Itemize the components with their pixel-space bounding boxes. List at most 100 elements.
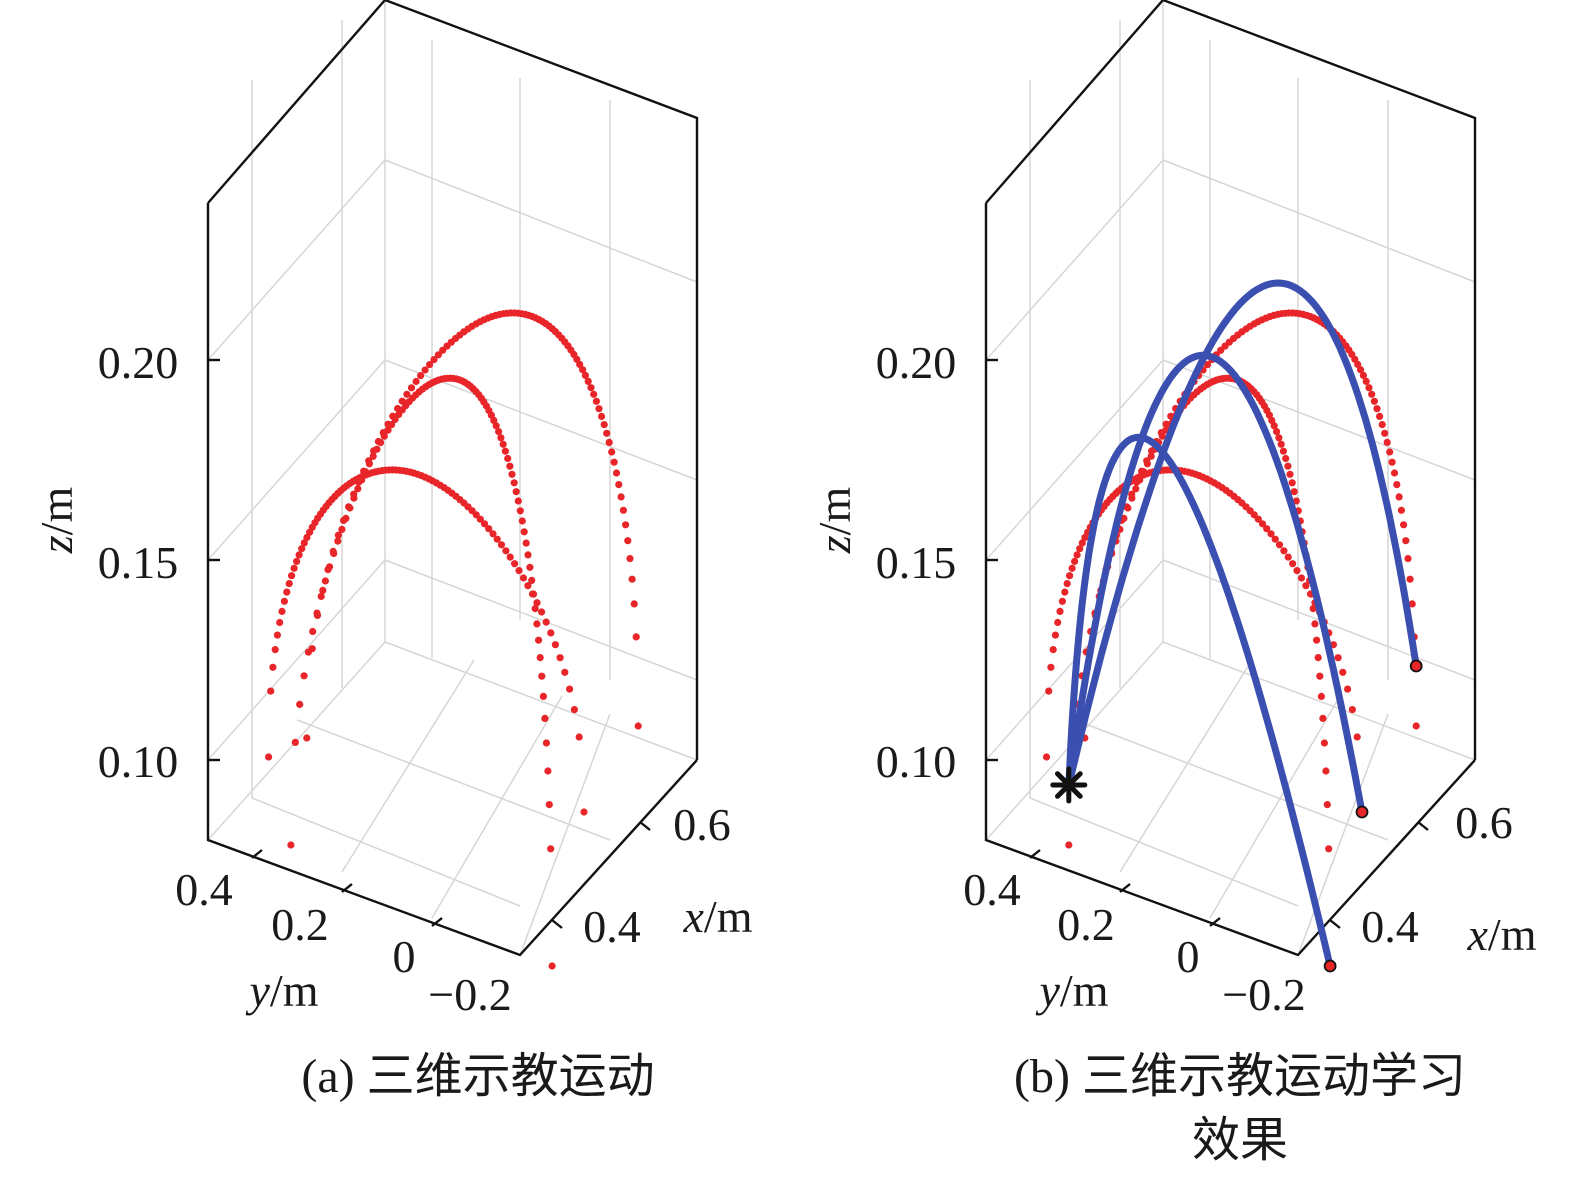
marksB-learned-1-line [1065,433,1334,970]
panel-a: 0.10 0.15 0.20 0.4 0.6 0.4 0.2 0 −0.2 z/… [31,0,753,1103]
marksA-demo-3-point [319,586,327,595]
marksA-demo-2-point [541,714,549,723]
marksA-demo-3-point [622,521,630,529]
marksA-demo-2-point [535,636,543,644]
marksB-demo-1-point [1051,631,1059,639]
marksB-demo-1-point [1063,580,1071,588]
marksA-demo-1-point [288,572,296,580]
marksA-demo-3-point [632,633,640,641]
marksA-demo-3-point [584,377,592,385]
marksA-demo-2-point [501,447,509,455]
marksA-demo-1-point [551,641,560,649]
marksB-demo-3-point [1167,412,1175,420]
marksA-demo-3-point [610,458,618,466]
panel-a-xtick-0: 0.4 [583,901,641,952]
panel-b-xlabel: x/m [1467,909,1537,960]
marksB-demo-3-point [1148,447,1156,455]
marksB-demo-1-point [1073,551,1081,559]
panel-b-ytick-1: 0.2 [1057,899,1115,950]
marksA-demo-1-point [271,646,279,654]
marksA-demo-2-point [338,525,346,534]
marksB-demo-3-point [1157,429,1165,437]
panel-b-ytick-0: 0.4 [963,864,1021,915]
marksB-demo-1-point [1353,733,1361,741]
marksB-demo-2-point [1314,654,1322,662]
marksA-demo-2-point [512,488,520,496]
marksA-demo-3-point [595,405,603,413]
marksB-demo-1-point [1045,687,1053,695]
marksA-demo-2-point [508,470,516,478]
marksA-demo-3-point [389,412,397,420]
marksB-demo-1-point [1047,663,1055,671]
marksB-demo-3-point [1395,493,1403,501]
marksA-demo-1-point [519,574,528,582]
marksA-demo-2-point [369,452,377,460]
marksA-demo-1-point [506,553,514,561]
marksB-demo-2-point [1322,767,1330,775]
marksB-demo-1-point [1078,539,1086,547]
marksB-demo-3-point [1383,438,1391,446]
marksA-demo-3-point [384,420,392,428]
panel-a-ylabel: y/m [246,965,319,1016]
marksA-demo-2-point [490,416,498,424]
marksA-demo-2-point [539,692,548,701]
marksB-demo-2-point [1147,452,1155,460]
marksB-demo-3-point [1388,458,1396,466]
marksA-demo-3-point [355,478,363,486]
marksB-demo-2-point [1277,440,1285,448]
marksB-demo-3-point [1357,366,1365,374]
marksA-demo-3-point [370,447,378,455]
marksA-demo-3-point [619,506,628,514]
panel-a-axes-box [206,0,699,957]
panel-a-ytick-0: 0.4 [175,864,233,915]
marksA-demo-3-point [345,503,353,511]
marksA-demo-3-point [430,356,438,364]
marksB-demo-3-point [1362,377,1370,385]
marksB-demo-3-point [1203,361,1212,369]
panel-b: 0.10 0.15 0.20 0.4 0.6 0.4 0.2 0 −0.2 z/… [809,0,1537,1167]
marksB-demo-1-point [1348,706,1356,714]
marksB-demo-3-point [1365,384,1373,392]
marksA-demo-2-point [495,428,503,436]
marksA-demo-1-point [510,560,519,568]
marksA-demo-3-point [603,429,611,437]
marksB-demo-1-point [1058,597,1066,605]
marksA-demo-2-point [545,801,553,809]
marksA-demo-3-point [329,547,337,556]
marksB-demo-2-point [1316,672,1324,680]
marksA-demo-2-point [296,700,304,709]
panel-b-ztick-0: 0.10 [876,736,957,787]
marksA-demo-2-point [538,672,546,680]
marksB-demo-2-point [1309,605,1317,613]
marksA-demo-1-point [265,753,273,761]
marksA-demo-2-point [529,590,538,598]
marksB-demo-3-point [1412,722,1420,730]
marksB-demo-3-point [1133,478,1141,486]
marksB-demo-1-point [1334,654,1342,662]
marksB-demo-2-point [1290,488,1298,496]
marksA-demo-2-point [516,507,524,515]
marksA-demo-1-point [561,668,569,676]
marksB-demo-3-point [1368,390,1376,398]
marksB-demo-1-point [1275,541,1284,549]
marksA-demo-2-point [492,422,500,430]
panel-a-ytick-1: 0.2 [271,899,329,950]
marksA-demo-1-point [575,733,583,741]
marksB-demo-1-point [1289,560,1297,568]
marksB-demo-3-point [1373,405,1381,413]
marksB-demo-1-point [1071,557,1079,566]
panel-b-ylabel: y/m [1036,965,1109,1016]
marksA-demo-3-point [617,493,625,501]
marksA-demo-3-point [360,467,368,475]
marksA-demo-1-point [290,564,298,572]
marksA-demo-1-point [570,706,579,714]
marksA-demo-2-point [506,462,514,470]
panel-b-caption-line-2: 效果 [1192,1114,1288,1167]
marksA-demo-3-point [590,390,598,398]
panel-b-ztick-1: 0.15 [876,537,957,588]
marksA-demo-3-point [592,397,601,405]
marksB-demo-3-point [1378,421,1386,429]
marksA-demo-2-point [504,454,512,463]
marksB-demo-1-point [1042,753,1051,761]
